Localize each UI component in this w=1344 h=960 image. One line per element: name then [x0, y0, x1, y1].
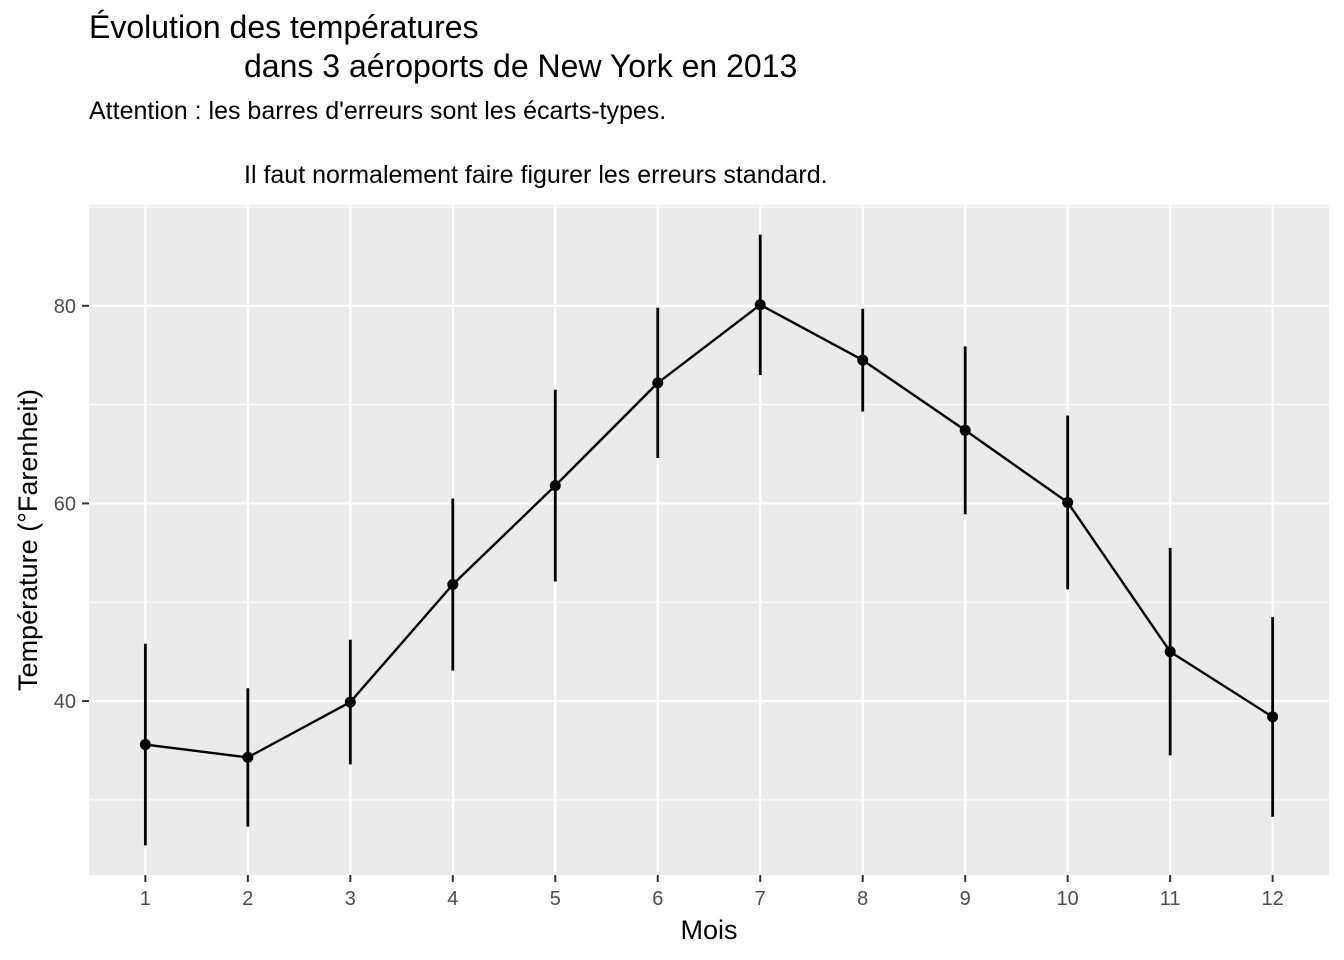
- x-axis-title: Mois: [680, 915, 737, 945]
- data-point: [754, 299, 766, 311]
- chart-subtitle-line-2: Il faut normalement faire figurer les er…: [244, 161, 828, 189]
- x-tick-label: 4: [447, 888, 458, 910]
- y-axis: 40 60 80: [54, 296, 89, 713]
- data-point: [652, 377, 664, 389]
- plot-panel: [89, 205, 1329, 875]
- x-tick-label: 11: [1160, 888, 1181, 910]
- x-tick-label: 8: [857, 888, 868, 910]
- chart-title-line-1: Évolution des températures: [89, 9, 479, 45]
- x-tick-label: 7: [755, 888, 766, 910]
- y-tick-label: 40: [54, 691, 76, 713]
- y-tick-label: 60: [54, 493, 76, 515]
- x-tick-label: 9: [960, 888, 971, 910]
- x-tick-label: 5: [550, 888, 561, 910]
- data-point: [242, 751, 254, 763]
- data-point: [1164, 646, 1176, 658]
- data-point: [447, 578, 459, 590]
- y-axis-title: Température (°Farenheit): [13, 389, 43, 691]
- series-line: [145, 303, 1274, 759]
- series-line-layer: [145, 303, 1274, 759]
- data-point: [959, 424, 971, 436]
- x-tick-label: 6: [652, 888, 663, 910]
- chart-subtitle-line-1: Attention : les barres d'erreurs sont le…: [89, 97, 667, 125]
- chart-title-line-2: dans 3 aéroports de New York en 2013: [244, 48, 798, 84]
- minor-gridlines: [89, 206, 1329, 801]
- x-tick-label: 10: [1057, 888, 1079, 910]
- data-point: [857, 354, 869, 366]
- x-tick-label: 3: [345, 888, 356, 910]
- data-point: [1062, 496, 1074, 508]
- data-point: [139, 739, 151, 751]
- data-point: [1267, 711, 1279, 723]
- x-tick-label: 1: [140, 888, 151, 910]
- data-points: [139, 299, 1279, 763]
- data-point: [344, 696, 356, 708]
- x-axis: 1 2 3 4 5 6 7 8 9 10 11 12: [140, 875, 1284, 910]
- x-tick-label: 12: [1262, 888, 1284, 910]
- x-tick-label: 2: [242, 888, 253, 910]
- data-point: [549, 480, 561, 492]
- y-tick-label: 80: [54, 296, 76, 318]
